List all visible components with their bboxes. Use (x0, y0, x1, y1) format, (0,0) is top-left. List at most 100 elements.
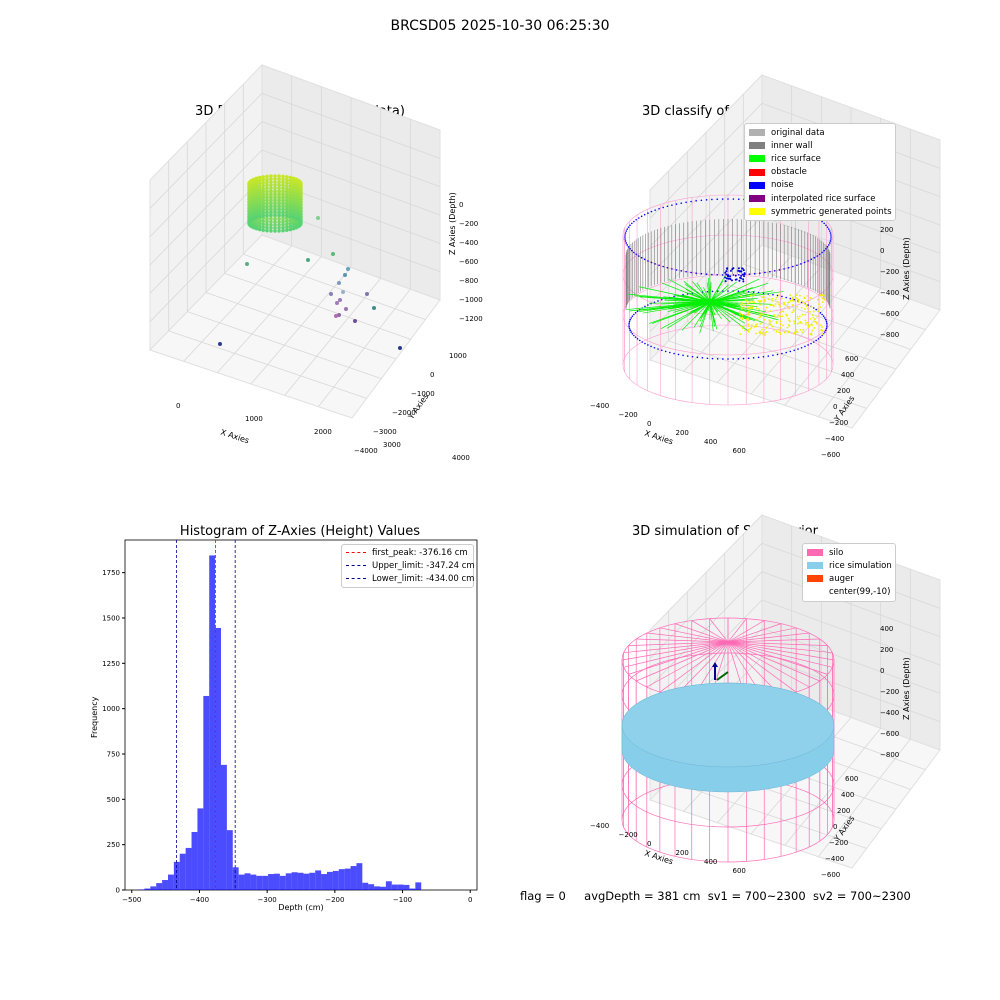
silo-roof-line (636, 638, 729, 643)
symmetric-point (796, 331, 799, 334)
grid-line (818, 298, 911, 417)
symmetric-point (769, 310, 772, 313)
noise-point (624, 240, 627, 242)
noise-point (650, 261, 653, 264)
symmetric-point (812, 316, 815, 319)
silo-roof-line (659, 627, 729, 643)
symmetric-point (747, 310, 750, 313)
noise-point (664, 350, 667, 353)
symmetric-point (782, 324, 784, 327)
symmetric-point (747, 317, 749, 320)
symmetric-point (771, 325, 774, 328)
noise-point (725, 270, 728, 273)
noise-point (747, 357, 750, 360)
rice-surface-line (709, 301, 731, 323)
raw-point (288, 202, 293, 207)
histogram-bars (138, 555, 422, 890)
noise-point (822, 315, 825, 318)
noise-point (635, 253, 638, 256)
status-sv2: sv2 = 700~2300 (812, 889, 911, 903)
symmetric-point (761, 328, 763, 331)
legend-swatch (749, 208, 765, 216)
noise-point (662, 265, 664, 268)
raw-point (261, 214, 265, 218)
panel2-z-tick: −600 (880, 310, 900, 318)
legend-item: rice surface (745, 152, 895, 165)
raw-point (218, 342, 222, 346)
raw-point (341, 290, 345, 294)
noise-point (625, 230, 628, 232)
noise-point (695, 200, 697, 202)
raw-point (288, 224, 293, 229)
histogram-bar (232, 867, 239, 890)
raw-point (273, 213, 277, 217)
raw-point (257, 175, 262, 180)
noise-point (628, 324, 630, 326)
raw-point (265, 177, 269, 182)
noise-point (819, 336, 822, 338)
raw-point (285, 222, 289, 226)
panel4-z-tick: −800 (880, 751, 900, 759)
symmetric-point (799, 321, 802, 323)
raw-point (261, 222, 265, 226)
raw-point (285, 219, 289, 223)
noise-point (633, 334, 635, 337)
raw-point (261, 193, 265, 197)
symmetric-point (786, 305, 789, 308)
legend-swatch (749, 155, 765, 163)
raw-point (285, 190, 289, 194)
symmetric-point (740, 325, 743, 328)
histogram-ylabel: Frequency (90, 696, 99, 738)
noise-point (827, 244, 830, 246)
symmetric-point (816, 315, 819, 318)
legend-item: inner wall (745, 139, 895, 152)
symmetric-point (739, 317, 742, 320)
rice-surface-line (692, 281, 711, 303)
histogram-y-tick: 250 (107, 841, 120, 849)
symmetric-point (741, 318, 744, 321)
noise-point (738, 270, 741, 273)
symmetric-point (795, 294, 798, 297)
legend-label: obstacle (771, 167, 807, 178)
noise-point (647, 344, 649, 346)
noise-point (641, 341, 644, 343)
raw-point (329, 292, 333, 296)
legend-swatch (749, 181, 765, 189)
symmetric-point (778, 331, 780, 334)
raw-point (269, 223, 273, 227)
symmetric-point (810, 297, 813, 300)
noise-point (647, 260, 649, 262)
symmetric-point (821, 294, 823, 297)
raw-point (261, 228, 265, 232)
noise-point (721, 198, 724, 200)
classify-3d-plot (622, 73, 941, 429)
silo-roof-line (646, 641, 729, 688)
symmetric-point (744, 299, 747, 301)
histogram-bar (156, 883, 163, 890)
raw-point (269, 180, 273, 184)
noise-point (691, 355, 694, 358)
symmetric-point (763, 318, 766, 321)
silo-roof-line (727, 641, 810, 688)
noise-point (743, 275, 746, 278)
noise-point (625, 242, 628, 244)
symmetric-point (767, 298, 770, 301)
symmetric-point (763, 300, 766, 303)
raw-point (269, 201, 273, 205)
panel1-x-tick: 3000 (383, 441, 401, 449)
noise-point (680, 202, 683, 204)
raw-point (331, 252, 335, 256)
symmetric-point (768, 322, 771, 325)
symmetric-point (803, 302, 806, 305)
raw-point (261, 181, 265, 185)
raw-point (265, 201, 269, 206)
panel4-z-tick: −600 (880, 730, 900, 738)
symmetric-point (791, 299, 794, 302)
legend-line (346, 552, 366, 554)
symmetric-point (759, 330, 761, 333)
histogram-x-tick: −100 (393, 896, 412, 904)
raw-point (337, 281, 341, 285)
rice-surface-line (652, 301, 711, 324)
symmetric-point (793, 322, 796, 325)
symmetric-point (804, 313, 807, 316)
